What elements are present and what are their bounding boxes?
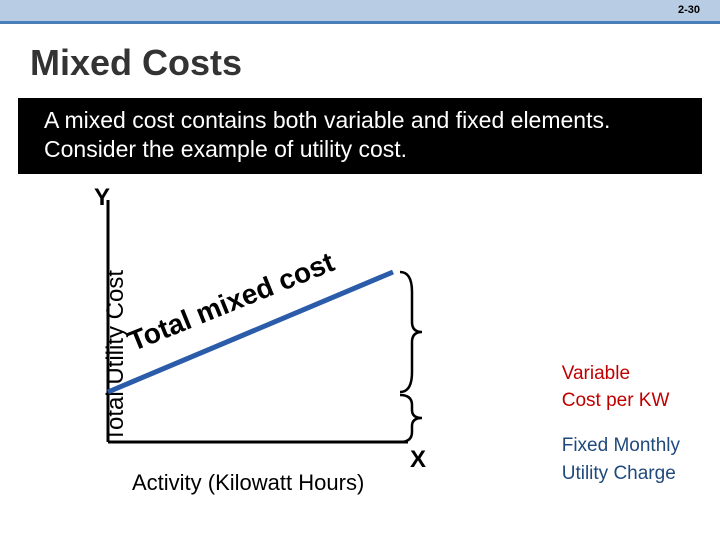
slide-title: Mixed Costs bbox=[30, 42, 720, 84]
legend-fixed-2: Utility Charge bbox=[562, 462, 680, 487]
mixed-cost-chart: Y Total Utility Cost Total mixed cost X … bbox=[40, 182, 690, 512]
x-axis-letter: X bbox=[410, 446, 426, 474]
page-number: 2-30 bbox=[678, 4, 700, 16]
legend-fixed-1: Fixed Monthly bbox=[562, 434, 680, 459]
legend-variable-2: Cost per KW bbox=[562, 389, 680, 414]
description-box: A mixed cost contains both variable and … bbox=[18, 98, 702, 174]
x-axis-title: Activity (Kilowatt Hours) bbox=[132, 470, 364, 496]
chart-legend: Variable Cost per KW Fixed Monthly Utili… bbox=[562, 362, 680, 490]
legend-variable-1: Variable bbox=[562, 362, 680, 387]
top-bar: 2-30 bbox=[0, 0, 720, 24]
